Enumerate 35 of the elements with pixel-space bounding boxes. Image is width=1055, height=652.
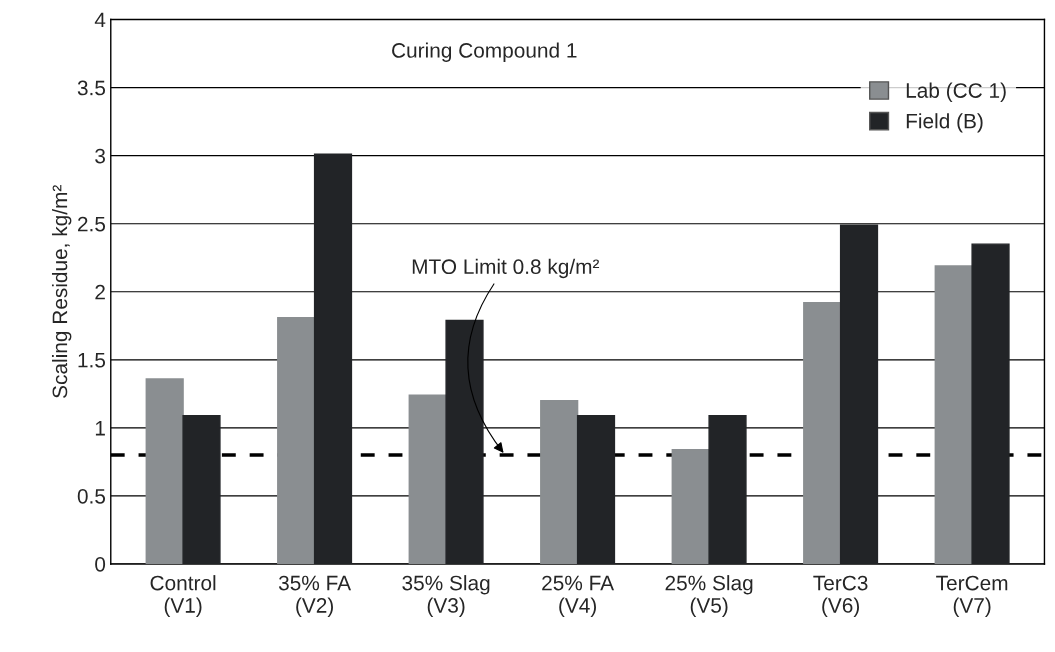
y-tick-label: 1 xyxy=(95,421,105,436)
bar xyxy=(445,319,484,564)
bar xyxy=(934,265,973,564)
x-tick-label: TerC3 (V6) xyxy=(813,575,868,617)
y-tick-label: 1.5 xyxy=(78,353,106,368)
bar xyxy=(182,414,221,564)
bar xyxy=(803,301,842,564)
legend-label: Field (B) xyxy=(906,113,983,133)
x-tick-label: TerCem (V7) xyxy=(936,575,1008,617)
y-tick-label: 2.5 xyxy=(78,216,106,232)
x-tick-label: 35% FA (V2) xyxy=(278,575,352,617)
bar xyxy=(277,316,316,564)
x-tick-label: Control (V1) xyxy=(150,575,216,617)
bar xyxy=(145,378,184,564)
bar xyxy=(313,153,353,564)
y-tick-label: 3 xyxy=(95,148,105,164)
y-tick-label: 0.5 xyxy=(77,488,106,504)
bar xyxy=(540,399,579,564)
bar xyxy=(839,224,879,564)
bar xyxy=(408,394,447,564)
legend-label: Lab (CC 1) xyxy=(906,82,1006,103)
bar xyxy=(708,414,747,564)
bar xyxy=(576,414,616,564)
y-axis-title: Scaling Residue, kg/m² xyxy=(51,185,72,398)
x-tick-label: 25% FA (V4) xyxy=(542,575,615,617)
y-tick-label: 2 xyxy=(95,284,105,300)
x-tick-label: 35% Slag (V3) xyxy=(402,575,490,617)
y-tick-label: 0 xyxy=(95,556,106,572)
bar xyxy=(671,448,710,564)
text: Curing Compound 1 xyxy=(392,42,577,62)
ref-line-label: MTO Limit 0.8 kg/m² xyxy=(412,258,600,279)
y-tick-label: 4 xyxy=(94,12,106,28)
y-tick-label: 3.5 xyxy=(77,80,106,96)
bar xyxy=(971,243,1010,564)
x-tick-label: 25% Slag (V5) xyxy=(665,575,753,617)
